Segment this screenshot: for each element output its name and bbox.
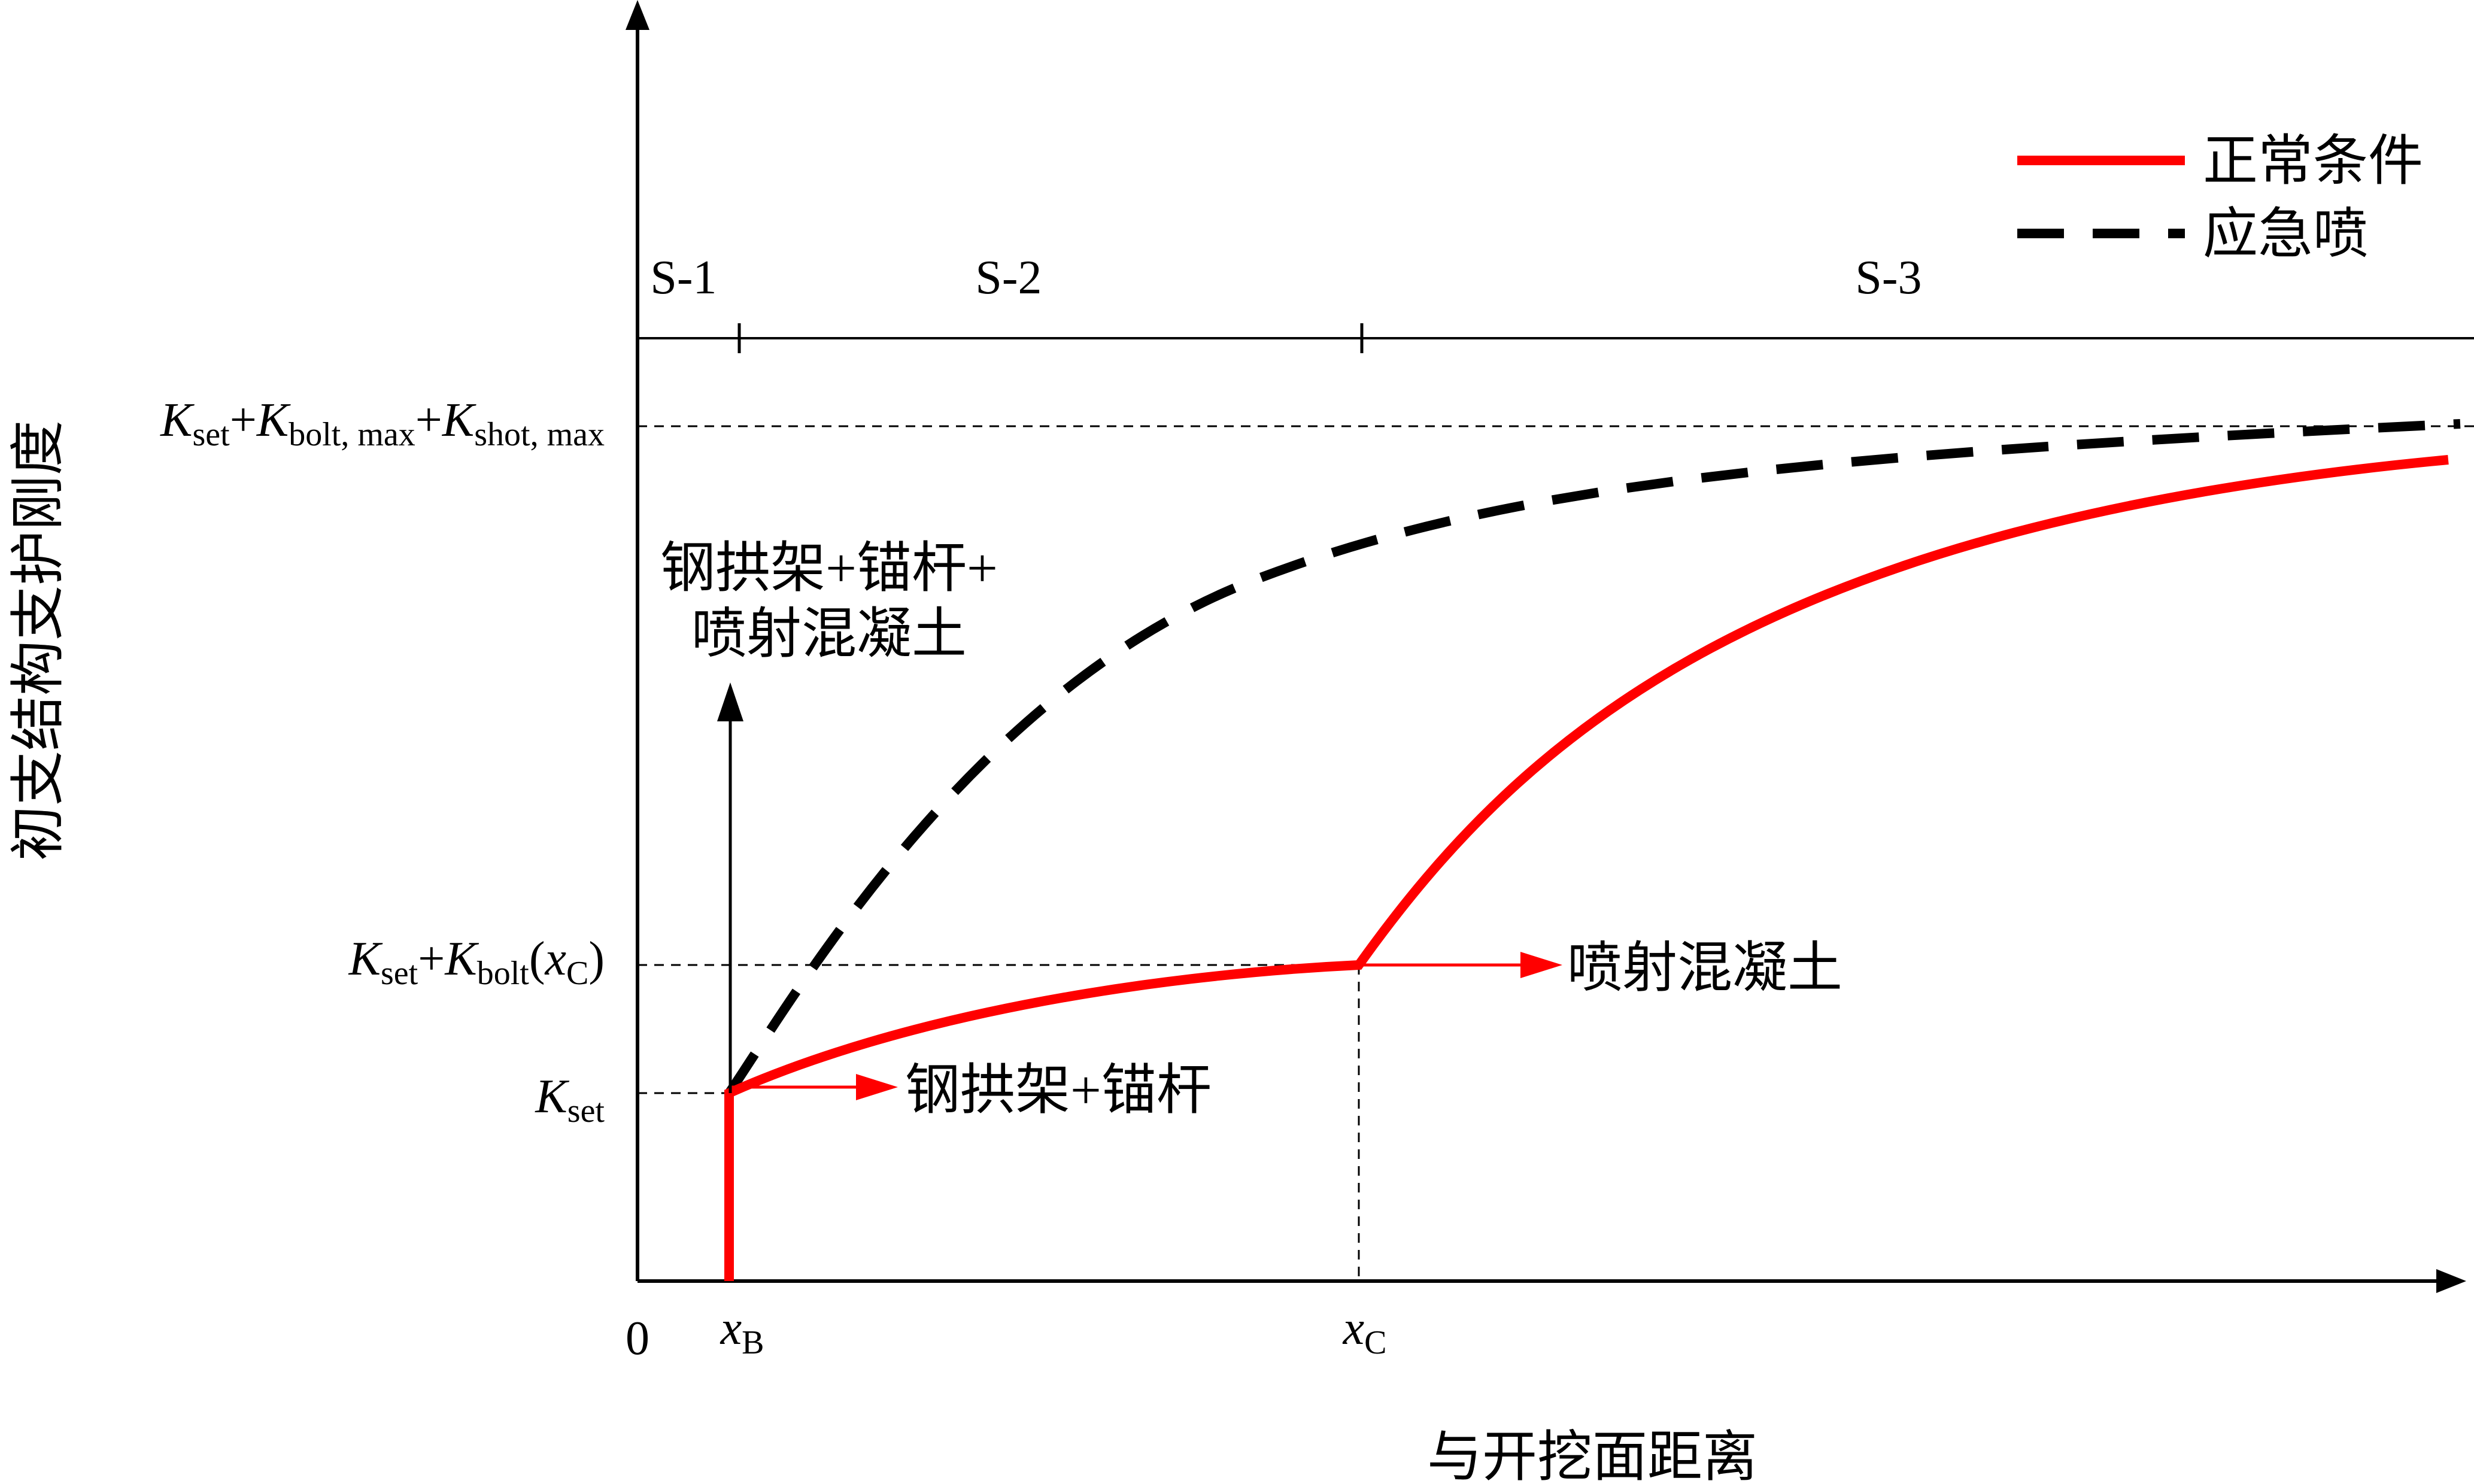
x-tick-xb-sub: B <box>742 1324 764 1361</box>
x-tick-label-xb: xB <box>720 1302 764 1361</box>
y-tick-1-part-6: x <box>544 933 566 985</box>
y-tick-2-part-1: set <box>193 416 230 453</box>
y-tick-0-part-0: K <box>535 1070 569 1123</box>
y-tick-0-part-1: set <box>567 1092 605 1130</box>
annotation-arrows <box>717 682 1562 1100</box>
y-tick-1-part-3: K <box>444 933 479 985</box>
stage-label-s2: S-2 <box>975 251 1042 304</box>
y-tick-label-kset: Kset <box>535 1070 605 1130</box>
legend-label-normal-condition: 正常条件 <box>2203 131 2423 192</box>
y-tick-1-part-4: bolt <box>477 955 530 992</box>
series-line-emergency-spray <box>725 419 2461 1096</box>
y-tick-label-kmax: Kset+Kbolt, max+Kshot, max <box>160 394 605 453</box>
annotation-steel-arch-bolt: 钢拱架+锚杆 <box>905 1060 1212 1121</box>
arrowhead-shotcrete <box>1520 952 1562 978</box>
y-tick-2-part-5: + <box>415 394 442 447</box>
y-tick-1-part-7: C <box>566 955 588 992</box>
legend-label-emergency-spray: 应急喷 <box>2203 204 2368 265</box>
series-line-normal-condition <box>724 455 2449 1281</box>
reference-lines <box>638 425 2474 1281</box>
axes <box>626 0 2466 1293</box>
stage-label-s3: S-3 <box>1855 251 1921 304</box>
x-axis-arrowhead <box>2436 1269 2466 1293</box>
y-tick-2-part-7: shot, max <box>474 416 605 453</box>
legend: 正常条件 应急喷 <box>2017 131 2423 265</box>
y-tick-1-part-1: set <box>381 955 418 992</box>
x-tick-xc-main: x <box>1343 1302 1365 1355</box>
x-tick-label-origin: 0 <box>626 1312 649 1365</box>
y-tick-1-part-2: + <box>418 933 445 985</box>
x-tick-xc-sub: C <box>1364 1324 1386 1361</box>
x-tick-xb-main: x <box>720 1302 742 1355</box>
arrowhead-steel-arch-bolt <box>856 1074 898 1100</box>
arrowhead-combined-support <box>717 682 743 721</box>
y-tick-2-part-0: K <box>160 394 195 447</box>
y-tick-1-part-0: K <box>348 933 383 985</box>
y-tick-2-part-6: K <box>442 394 476 447</box>
y-axis-arrowhead <box>626 0 649 30</box>
annotation-combined-line2: 喷射混凝土 <box>691 603 967 664</box>
stage-divider: S-1 S-2 S-3 <box>638 251 2474 353</box>
y-tick-1-part-8: ) <box>588 933 605 985</box>
y-tick-1-part-5: ( <box>529 933 545 985</box>
x-axis-label: 与开挖面距离 <box>1427 1427 1757 1484</box>
y-tick-2-part-2: + <box>230 394 257 447</box>
x-tick-label-xc: xC <box>1343 1302 1387 1361</box>
stage-label-s1: S-1 <box>650 251 717 304</box>
x-tick-origin-text: 0 <box>626 1312 649 1365</box>
annotation-shotcrete: 喷射混凝土 <box>1567 937 1842 999</box>
y-tick-2-part-3: K <box>256 394 291 447</box>
y-tick-2-part-4: bolt, max <box>289 416 415 453</box>
y-tick-label-kset-kbolt-xc: Kset+Kbolt(xC) <box>348 933 605 992</box>
y-axis-label: 初支结构支护刚度 <box>8 420 69 861</box>
annotation-combined-line1: 钢拱架+锚杆+ <box>660 538 998 599</box>
